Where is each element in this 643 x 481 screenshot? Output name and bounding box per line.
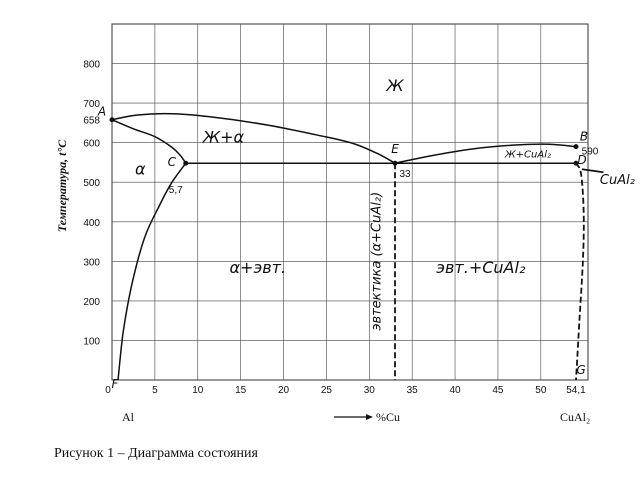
annotation-label: CuAl₂ — [600, 173, 635, 188]
region-labels: Ж Ж+α α α+эвт. эвт.+CuAl₂ Ж+CuAl₂ эвтектика (α… — [135, 76, 635, 330]
annotation-arrow — [581, 168, 604, 174]
x-tick-label: 5 — [152, 385, 158, 396]
x-tick-label: 50 — [535, 385, 547, 396]
curve-solidus-AC — [111, 119, 187, 164]
y-axis-label: Температура, t°C — [55, 139, 69, 232]
point-label-B: B — [580, 130, 588, 144]
region-label: эвтектика (α+CuAl₂) — [369, 192, 384, 331]
figure-caption: Рисунок 1 – Диаграмма состояния — [54, 446, 258, 461]
phase-curves — [111, 112, 585, 381]
y-tick-label: 800 — [83, 60, 100, 71]
point-C — [183, 160, 189, 166]
x-axis-arrow — [334, 414, 373, 420]
region-label: α — [135, 159, 146, 178]
point-value-E: 33 — [399, 169, 411, 180]
y-tick-label: 300 — [83, 257, 100, 268]
curve-liquidus-EB — [394, 143, 577, 164]
points: A B 590 C 5,7 D E 33 F G — [97, 105, 599, 391]
grid — [111, 23, 589, 381]
point-value-B: 590 — [582, 147, 599, 158]
x-tick-label: 40 — [450, 385, 462, 396]
point-B — [573, 144, 579, 150]
x-tick-label: 30 — [364, 385, 376, 396]
tick-labels: 0 5 10 15 20 25 30 35 40 45 50 54,1 100 200 300 400 500 6… — [83, 60, 586, 396]
right-component-label: CuAl₂ — [560, 410, 590, 424]
region-label: Ж+CuAl₂ — [504, 149, 551, 160]
x-tick-label: 35 — [407, 385, 419, 396]
left-component-label: Al — [122, 410, 135, 424]
curve-solvus-CF — [117, 162, 187, 381]
x-tick-label: 15 — [235, 385, 247, 396]
region-label: Ж — [385, 76, 404, 95]
y-tick-label: 200 — [83, 297, 100, 308]
point-value-C: 5,7 — [169, 185, 183, 196]
curve-cual2-boundary — [575, 162, 585, 381]
x-axis-label: %Cu — [376, 410, 400, 424]
region-label: Ж+α — [202, 128, 245, 147]
y-tick-label: 658 — [83, 116, 100, 127]
x-tick-label: 25 — [321, 385, 333, 396]
y-tick-label: 100 — [83, 336, 100, 347]
plot-frame — [111, 23, 589, 381]
y-tick-label: 700 — [83, 99, 100, 110]
y-tick-label: 400 — [83, 218, 100, 229]
point-D — [573, 160, 579, 166]
y-tick-label: 500 — [83, 178, 100, 189]
x-tick-label: 54,1 — [566, 385, 586, 396]
point-E — [392, 160, 398, 166]
point-label-E: E — [391, 142, 399, 156]
x-tick-label: 0 — [105, 385, 111, 396]
curve-liquidus-AE — [111, 112, 396, 164]
x-tick-label: 20 — [278, 385, 290, 396]
point-label-G: G — [576, 363, 585, 377]
point-label-C: C — [168, 155, 177, 169]
region-label: α+эвт. — [230, 258, 287, 277]
region-label: эвт.+CuAl₂ — [436, 258, 526, 277]
x-tick-label: 10 — [192, 385, 204, 396]
point-label-F: F — [112, 377, 120, 391]
point-A — [109, 117, 115, 123]
point-label-A: A — [97, 105, 106, 119]
point-label-D: D — [577, 153, 586, 167]
x-tick-label: 45 — [492, 385, 504, 396]
y-tick-label: 600 — [83, 139, 100, 150]
